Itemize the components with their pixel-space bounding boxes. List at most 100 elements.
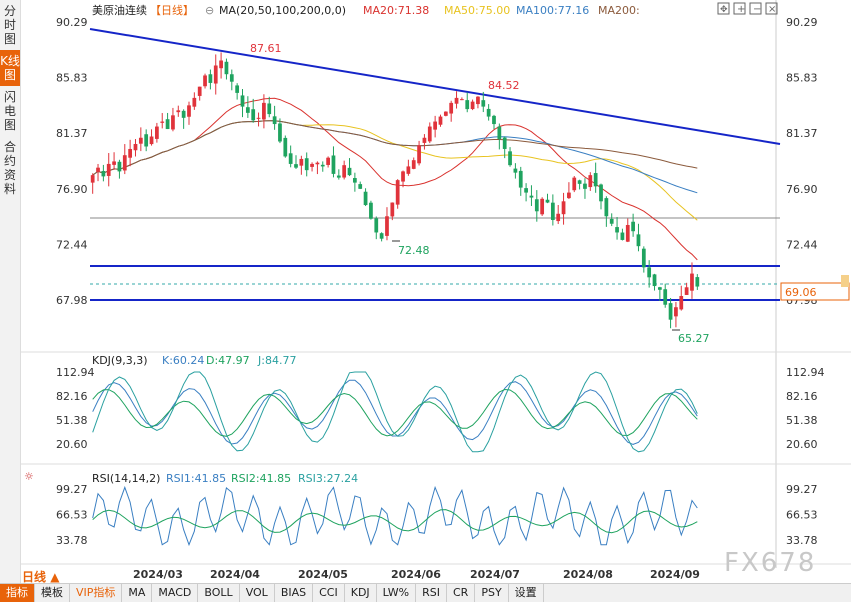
candle-body — [251, 109, 256, 121]
bottom-tab-4[interactable]: MACD — [152, 584, 199, 602]
bottom-tab-7[interactable]: BIAS — [275, 584, 314, 602]
candle-body — [331, 155, 336, 174]
price-tick-right: 90.29 — [786, 16, 818, 29]
candle-body — [497, 126, 502, 140]
left-tab-bar: 分时图 K线图 闪电图 合约资料 — [0, 0, 21, 583]
candle-body — [390, 202, 395, 217]
bottom-tab-2[interactable]: VIP指标 — [70, 584, 123, 602]
candle-body — [219, 60, 223, 69]
high-annotation-2: 84.52 — [488, 79, 520, 92]
low-annotation-2: 65.27 — [678, 332, 710, 345]
candle-body — [352, 178, 357, 183]
bottom-tab-11[interactable]: RSI — [416, 584, 447, 602]
candle-body — [320, 164, 325, 167]
price-tick-left: 81.37 — [56, 127, 88, 140]
high-annotation-1: 87.61 — [250, 42, 282, 55]
candle-body — [609, 218, 614, 224]
candle-body — [684, 287, 689, 295]
symbol-label: 美原油连续 — [92, 3, 147, 17]
bottom-tab-1[interactable]: 模板 — [35, 584, 70, 602]
kdj-axis-left: 112.94 82.16 51.38 20.60 — [56, 366, 95, 451]
candle-body — [524, 188, 528, 193]
candle-body — [668, 303, 673, 320]
move-icon[interactable]: ✥ — [717, 2, 730, 15]
zoom-in-icon[interactable]: + — [733, 2, 746, 15]
candle-body — [534, 199, 539, 212]
candle-body — [235, 85, 240, 93]
svg-text:×: × — [768, 4, 776, 15]
bottom-tab-13[interactable]: PSY — [475, 584, 509, 602]
period-selector[interactable]: 日线 ▲ — [22, 570, 60, 584]
candle-body — [567, 192, 571, 199]
candle-body — [620, 232, 625, 240]
kdj-tick-left: 20.60 — [56, 438, 88, 451]
candle-body — [593, 173, 598, 187]
candle-body — [165, 119, 170, 130]
candle-body — [513, 168, 518, 173]
tab-flash[interactable]: 闪电图 — [3, 90, 16, 132]
candle-body — [395, 180, 400, 205]
candle-body — [427, 126, 432, 142]
kdj-axis-right: 112.94 82.16 51.38 20.60 — [786, 366, 825, 451]
bottom-tab-14[interactable]: 设置 — [509, 584, 544, 602]
candle-body — [379, 233, 384, 239]
candle-body — [117, 161, 122, 172]
bottom-tab-9[interactable]: KDJ — [345, 584, 377, 602]
date-tick: 2024/04 — [210, 568, 260, 581]
tab-kline[interactable]: K线图 — [0, 50, 20, 86]
bottom-tab-0[interactable]: 指标 — [0, 584, 35, 602]
kline-chart[interactable]: 美原油连续 【日线】 ⊖ MA(20,50,100,200,0,0) MA20:… — [0, 0, 851, 583]
date-tick: 2024/06 — [391, 568, 441, 581]
bottom-tab-6[interactable]: VOL — [240, 584, 275, 602]
candle-body — [625, 224, 630, 242]
bottom-tab-12[interactable]: CR — [447, 584, 476, 602]
candle-body — [679, 296, 684, 310]
candle-body — [181, 110, 186, 118]
candle-body — [256, 117, 261, 119]
candle-body — [529, 195, 534, 198]
date-tick: 2024/08 — [563, 568, 613, 581]
kdj-tick-right: 51.38 — [786, 414, 818, 427]
candle-body — [283, 137, 288, 157]
candle-body — [262, 102, 266, 120]
candle-body — [176, 110, 181, 113]
settings-icon[interactable]: ⊖ — [205, 4, 214, 17]
candle-body — [336, 175, 341, 178]
rsi-2-line — [92, 509, 698, 534]
candle-body — [294, 164, 298, 168]
kdj-tick-right: 112.94 — [786, 366, 825, 379]
candle-body — [647, 267, 652, 278]
candle-body — [272, 116, 277, 125]
rsi-indicator-icon[interactable]: ☼ — [24, 470, 34, 483]
candle-body — [492, 115, 496, 125]
kdj-tick-left: 82.16 — [56, 390, 88, 403]
bottom-tab-3[interactable]: MA — [122, 584, 153, 602]
rsi-lines — [92, 485, 698, 547]
candle-body — [540, 198, 545, 215]
bottom-tab-10[interactable]: LW% — [377, 584, 417, 602]
candle-body — [112, 161, 116, 165]
date-tick: 2024/03 — [133, 568, 183, 581]
candle-body — [187, 105, 191, 117]
candle-body — [454, 97, 459, 104]
candle-body — [417, 145, 421, 164]
candle-body — [128, 148, 133, 158]
bottom-tab-5[interactable]: BOLL — [198, 584, 240, 602]
bottom-tab-8[interactable]: CCI — [313, 584, 345, 602]
candle-body — [304, 158, 309, 171]
tab-intraday[interactable]: 分时图 — [3, 4, 16, 46]
candle-body — [577, 180, 582, 184]
zoom-out-icon[interactable]: − — [749, 2, 762, 15]
candle-body — [695, 277, 700, 287]
rsi-3: RSI3:27.24 — [298, 472, 358, 485]
price-tick-right: 81.37 — [786, 127, 818, 140]
tab-contract-info[interactable]: 合约资料 — [3, 140, 16, 196]
date-tick: 2024/07 — [470, 568, 520, 581]
ma20-value: MA20:71.38 — [363, 4, 429, 17]
candle-body — [149, 136, 154, 145]
rsi-1: RSI1:41.85 — [166, 472, 226, 485]
close-icon[interactable]: × — [765, 2, 778, 15]
price-axis-left: 90.29 85.83 81.37 76.90 72.44 67.98 — [56, 16, 88, 307]
ma50-value: MA50:75.00 — [444, 4, 510, 17]
indicator-toolbar: 指标 模板 VIP指标 MA MACD BOLL VOL BIAS CCI KDJ LW% RSI CR… — [0, 583, 851, 602]
